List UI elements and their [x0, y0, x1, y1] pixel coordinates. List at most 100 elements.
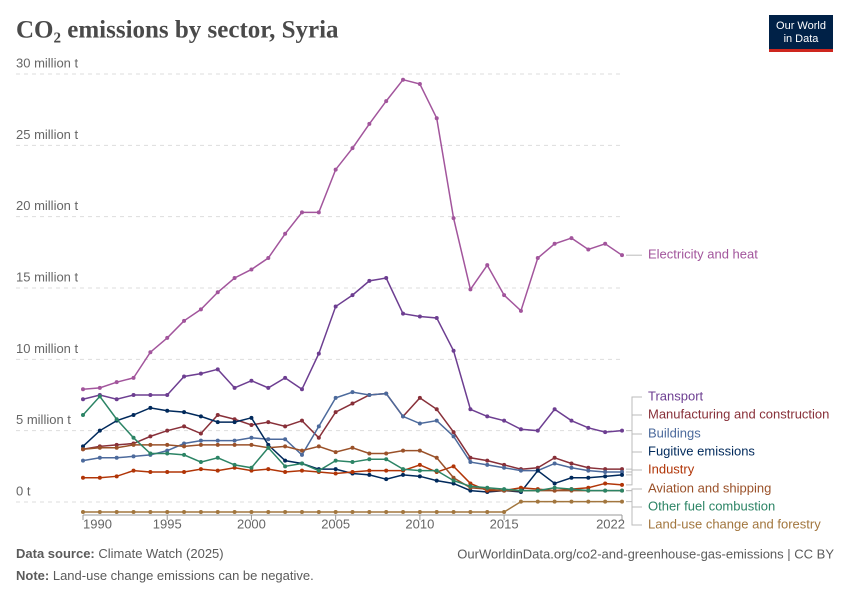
data-point	[333, 450, 338, 455]
data-point	[148, 405, 153, 410]
data-point	[620, 472, 624, 477]
source-value: Climate Watch (2025)	[98, 546, 223, 561]
data-point	[569, 475, 574, 480]
data-point	[215, 290, 220, 295]
data-point	[81, 387, 85, 392]
data-point	[283, 458, 288, 463]
data-point	[249, 415, 254, 420]
label-connector	[626, 433, 642, 473]
data-point	[114, 397, 119, 402]
data-point	[401, 77, 406, 82]
data-point	[114, 445, 119, 450]
chart-title: CO₂ emissions by sector, Syria	[16, 17, 339, 44]
data-point	[367, 457, 372, 462]
x-tick-label: 1990	[83, 516, 112, 531]
data-point	[552, 488, 557, 493]
legend-label: Fugitive emissions	[648, 443, 755, 458]
data-point	[283, 444, 288, 449]
data-point	[451, 216, 456, 221]
data-point	[266, 420, 271, 425]
data-point	[485, 485, 490, 490]
data-point	[97, 475, 102, 480]
data-point	[485, 509, 490, 514]
data-point	[97, 455, 102, 460]
data-point	[468, 460, 473, 465]
data-point	[518, 488, 523, 493]
data-point	[350, 293, 355, 298]
data-point	[485, 462, 490, 467]
data-point	[182, 509, 187, 514]
data-point	[81, 447, 85, 452]
data-point	[535, 465, 540, 470]
data-point	[468, 407, 473, 412]
data-point	[367, 509, 372, 514]
data-point	[350, 445, 355, 450]
data-point	[131, 393, 136, 397]
data-point	[518, 499, 523, 504]
data-point	[165, 408, 170, 413]
data-point	[333, 167, 338, 172]
data-point	[299, 418, 304, 423]
data-point	[502, 487, 507, 492]
data-point	[384, 276, 389, 281]
legend-label: Transport	[648, 388, 704, 403]
label-connector	[626, 490, 642, 508]
data-point	[569, 461, 574, 466]
data-point	[502, 418, 507, 423]
data-point	[131, 442, 136, 447]
data-point	[502, 465, 507, 470]
logo-text: in Data	[784, 33, 820, 45]
data-point	[148, 451, 153, 456]
data-point	[81, 444, 85, 449]
data-point	[586, 499, 591, 504]
data-point	[620, 467, 624, 472]
data-point	[148, 470, 153, 475]
data-point	[434, 455, 439, 460]
data-point	[552, 461, 557, 466]
data-point	[198, 431, 203, 436]
data-point	[148, 509, 153, 514]
data-point	[603, 241, 608, 246]
data-point	[384, 457, 389, 462]
label-connector	[626, 469, 642, 486]
data-point	[485, 458, 490, 463]
url[interactable]: OurWorldinData.org/co2-and-greenhouse-ga…	[457, 546, 834, 561]
data-point	[198, 414, 203, 419]
data-point	[299, 461, 304, 466]
data-point	[114, 455, 119, 460]
x-tick-label: 2022	[596, 516, 625, 531]
data-point	[198, 509, 203, 514]
source-label: Data source:	[16, 546, 95, 561]
data-point	[502, 462, 507, 467]
y-tick-label: 30 million t	[16, 55, 79, 70]
series-line	[82, 277, 623, 433]
data-point	[266, 445, 271, 450]
data-point	[367, 393, 372, 397]
data-point	[148, 350, 153, 355]
data-point	[299, 509, 304, 514]
data-point	[350, 401, 355, 406]
data-point	[249, 378, 254, 383]
data-point	[232, 420, 237, 425]
data-point	[215, 455, 220, 460]
data-point	[401, 509, 406, 514]
data-point	[367, 468, 372, 473]
data-point	[165, 428, 170, 433]
data-point	[603, 488, 608, 493]
data-point	[603, 481, 608, 486]
data-point	[569, 465, 574, 470]
data-point	[603, 499, 608, 504]
data-point	[316, 424, 321, 429]
data-point	[198, 442, 203, 447]
data-point	[620, 488, 624, 493]
data-point	[384, 477, 389, 482]
data-point	[215, 442, 220, 447]
data-point	[620, 253, 624, 258]
data-point	[333, 395, 338, 400]
data-point	[586, 465, 591, 470]
data-point	[569, 499, 574, 504]
data-point	[131, 509, 136, 514]
data-point	[620, 470, 624, 475]
data-point	[552, 455, 557, 460]
logo	[769, 15, 833, 52]
